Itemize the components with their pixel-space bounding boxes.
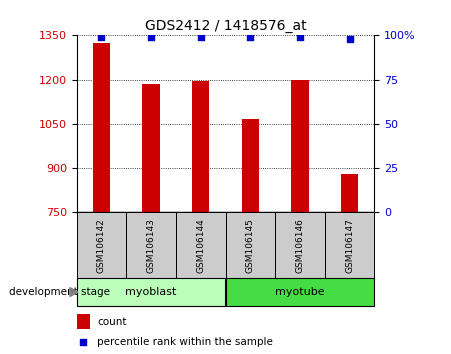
Bar: [341, 174, 358, 212]
Text: GSM106144: GSM106144: [196, 218, 205, 273]
Point: [98, 34, 105, 40]
Bar: [291, 80, 308, 212]
Point: [346, 36, 353, 42]
Bar: [77, 278, 226, 306]
Text: GSM106147: GSM106147: [345, 218, 354, 273]
Text: myoblast: myoblast: [125, 287, 177, 297]
Bar: [126, 212, 176, 278]
Bar: [192, 81, 209, 212]
Point: [247, 34, 254, 40]
Text: count: count: [97, 316, 126, 327]
Text: development stage: development stage: [9, 287, 110, 297]
Title: GDS2412 / 1418576_at: GDS2412 / 1418576_at: [145, 19, 306, 33]
Text: GSM106145: GSM106145: [246, 218, 255, 273]
Text: myotube: myotube: [275, 287, 325, 297]
Text: percentile rank within the sample: percentile rank within the sample: [97, 337, 273, 347]
Bar: [93, 43, 110, 212]
Bar: [77, 212, 126, 278]
Text: GSM106146: GSM106146: [295, 218, 304, 273]
Bar: [226, 212, 275, 278]
Bar: [143, 84, 160, 212]
Point: [296, 34, 304, 40]
Bar: [275, 212, 325, 278]
Bar: [77, 314, 90, 329]
Point: [197, 34, 204, 40]
Bar: [176, 212, 226, 278]
Text: GSM106143: GSM106143: [147, 218, 156, 273]
Point: [147, 34, 155, 40]
Text: GSM106142: GSM106142: [97, 218, 106, 273]
Bar: [226, 278, 374, 306]
Bar: [242, 120, 259, 212]
Point: [304, 250, 311, 256]
Bar: [325, 212, 374, 278]
